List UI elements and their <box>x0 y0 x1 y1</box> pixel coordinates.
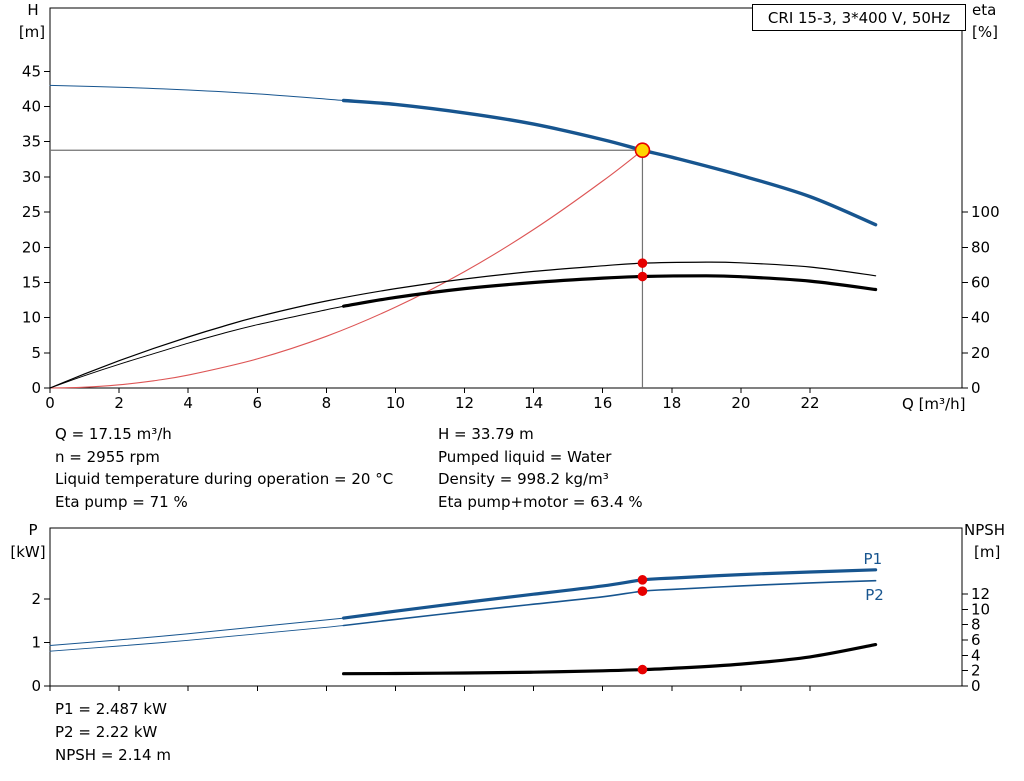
operating-point-dot <box>637 271 648 282</box>
duty-point <box>634 142 651 159</box>
y-left-tick-label: 20 <box>22 238 41 256</box>
info-line-eta-pump-motor: Eta pump+motor = 63.4 % <box>438 492 643 511</box>
p-axis-unit-label: [kW] <box>10 543 46 561</box>
head-curve-thin <box>49 84 345 101</box>
y-right-tick-label: 2 <box>971 662 981 680</box>
curve-label-p2: P2 <box>865 586 884 604</box>
p1-curve-thin <box>49 617 345 646</box>
info-line-density: Density = 998.2 kg/m³ <box>438 470 609 489</box>
y-left-tick-label: 10 <box>22 309 41 327</box>
x-tick-label: 18 <box>662 394 681 412</box>
x-tick-label: 16 <box>593 394 612 412</box>
system-curve <box>49 149 644 389</box>
operating-info-right: H = 33.79 m Pumped liquid = Water Densit… <box>438 423 643 513</box>
y-right-tick-label: 100 <box>971 203 1000 221</box>
y-right-tick-label: 0 <box>971 379 981 397</box>
info-line-liquid-temp: Liquid temperature during operation = 20… <box>55 470 394 489</box>
operating-info-left: Q = 17.15 m³/h n = 2955 rpm Liquid tempe… <box>55 423 393 513</box>
y-right-tick-label: 12 <box>971 585 990 603</box>
info-line-pumped-liquid: Pumped liquid = Water <box>438 447 612 466</box>
info-line-p1: P1 = 2.487 kW <box>55 700 167 718</box>
y-right-tick-label: 60 <box>971 273 990 291</box>
y-left-tick-label: 1 <box>31 633 41 651</box>
y-left-tick-label: 5 <box>31 344 41 362</box>
y-left-tick-label: 0 <box>31 379 41 397</box>
info-line-npsh: NPSH = 2.14 m <box>55 746 171 764</box>
eta-pump-curve <box>49 261 877 389</box>
x-tick-label: 12 <box>455 394 474 412</box>
operating-point-dot <box>637 664 648 675</box>
operating-point-dot <box>637 258 648 268</box>
y-left-tick-label: 2 <box>31 590 41 608</box>
y-right-tick-label: 10 <box>971 600 990 618</box>
x-tick-label: 22 <box>800 394 819 412</box>
y-left-tick-label: 15 <box>22 273 41 291</box>
y-right-tick-label: 20 <box>971 344 990 362</box>
p-axis-label: P <box>28 521 38 539</box>
y-right-tick-label: 40 <box>971 309 990 327</box>
info-line-q: Q = 17.15 m³/h <box>55 425 172 443</box>
x-tick-label: 20 <box>731 394 750 412</box>
y-left-tick-label: 35 <box>22 133 41 151</box>
npsh-axis-label: NPSH <box>964 521 1006 539</box>
x-tick-label: 0 <box>45 394 55 412</box>
p1-curve <box>342 568 878 620</box>
info-line-eta-pump: Eta pump = 71 % <box>55 492 188 511</box>
h-axis-label: H <box>27 1 39 19</box>
operating-point-dot <box>637 575 648 585</box>
operating-point-dot <box>637 586 648 596</box>
p2-curve-thin <box>49 625 345 652</box>
x-tick-label: 8 <box>322 394 332 412</box>
x-tick-label: 10 <box>386 394 405 412</box>
x-tick-label: 14 <box>524 394 543 412</box>
x-tick-label: 4 <box>183 394 193 412</box>
q-axis-unit-label: Q [m³/h] <box>902 395 966 413</box>
pump-title-text: CRI 15-3, 3*400 V, 50Hz <box>767 8 951 27</box>
y-right-tick-label: 4 <box>971 646 981 664</box>
info-line-p2: P2 = 2.22 kW <box>55 723 158 741</box>
eta-pump-motor-thin <box>49 305 345 389</box>
info-line-h: H = 33.79 m <box>438 425 534 443</box>
y-right-tick-label: 0 <box>971 677 981 695</box>
y-left-tick-label: 25 <box>22 203 41 221</box>
eta-axis-unit-label: [%] <box>972 23 998 41</box>
npsh-curve <box>342 643 878 676</box>
y-left-tick-label: 30 <box>22 168 41 186</box>
y-right-tick-label: 8 <box>971 616 981 634</box>
y-left-tick-label: 45 <box>22 62 41 80</box>
plot-border <box>49 7 963 389</box>
h-axis-unit-label: [m] <box>18 23 46 41</box>
x-tick-label: 2 <box>114 394 124 412</box>
y-left-tick-label: 0 <box>31 677 41 695</box>
eta-axis-label: eta <box>972 1 997 19</box>
eta-pump-motor-curve <box>342 274 878 308</box>
p2-curve <box>342 579 877 627</box>
npsh-axis-unit-label: [m] <box>974 543 1001 561</box>
y-right-tick-label: 6 <box>971 631 981 649</box>
x-tick-label: 6 <box>252 394 262 412</box>
head-curve <box>341 98 878 227</box>
pump-title-box: CRI 15-3, 3*400 V, 50Hz <box>752 4 966 31</box>
curve-label-p1: P1 <box>864 550 883 568</box>
plot-border <box>49 527 963 687</box>
info-line-n: n = 2955 rpm <box>55 447 160 466</box>
y-right-tick-label: 80 <box>971 238 990 256</box>
y-left-tick-label: 40 <box>22 98 41 116</box>
power-npsh-info: P1 = 2.487 kW P2 = 2.22 kW NPSH = 2.14 m <box>55 698 171 767</box>
